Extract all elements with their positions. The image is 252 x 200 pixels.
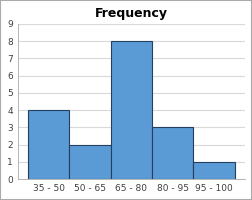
- Bar: [111, 41, 152, 179]
- Title: Frequency: Frequency: [95, 7, 168, 20]
- Bar: [193, 162, 235, 179]
- Bar: [152, 127, 193, 179]
- Bar: [28, 110, 69, 179]
- Bar: [69, 145, 111, 179]
